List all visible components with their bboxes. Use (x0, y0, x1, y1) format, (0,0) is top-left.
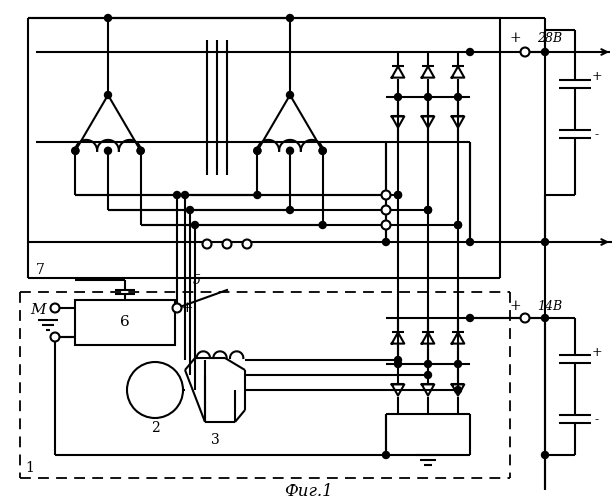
Circle shape (424, 206, 431, 214)
Circle shape (254, 148, 261, 154)
Text: -: - (595, 128, 599, 141)
Circle shape (383, 452, 389, 458)
Circle shape (127, 362, 183, 418)
Circle shape (394, 356, 402, 364)
Text: М: М (30, 303, 46, 317)
Text: Фиг.1: Фиг.1 (283, 484, 333, 500)
Circle shape (455, 386, 461, 394)
Circle shape (137, 148, 144, 154)
Text: +: + (592, 70, 602, 84)
Circle shape (222, 240, 232, 248)
Circle shape (105, 148, 111, 154)
Circle shape (521, 48, 530, 56)
Circle shape (394, 192, 402, 198)
Circle shape (174, 192, 180, 198)
Circle shape (286, 148, 293, 154)
Text: +: + (180, 301, 193, 315)
Text: 14В: 14В (537, 300, 562, 312)
Circle shape (319, 148, 326, 154)
Text: 1: 1 (25, 461, 34, 475)
Circle shape (319, 222, 326, 228)
Text: 7: 7 (36, 263, 44, 277)
Circle shape (541, 238, 548, 246)
Circle shape (182, 192, 188, 198)
Circle shape (192, 222, 198, 228)
Circle shape (105, 92, 111, 98)
Circle shape (72, 148, 79, 154)
Circle shape (455, 94, 461, 100)
Circle shape (383, 238, 389, 246)
Circle shape (424, 206, 431, 214)
Circle shape (394, 360, 402, 368)
Circle shape (381, 190, 391, 200)
Circle shape (319, 148, 326, 154)
Circle shape (541, 48, 548, 56)
Circle shape (51, 332, 60, 342)
Text: +: + (509, 299, 521, 313)
FancyBboxPatch shape (75, 300, 175, 345)
Circle shape (203, 240, 211, 248)
Text: 3: 3 (211, 433, 219, 447)
Circle shape (137, 148, 144, 154)
Circle shape (424, 94, 431, 100)
Circle shape (243, 240, 251, 248)
Circle shape (286, 206, 293, 214)
Circle shape (424, 360, 431, 368)
Text: 2: 2 (151, 421, 160, 435)
Circle shape (286, 92, 293, 98)
Circle shape (541, 452, 548, 458)
Circle shape (521, 314, 530, 322)
Text: -: - (595, 414, 599, 426)
Circle shape (394, 94, 402, 100)
Circle shape (455, 222, 461, 228)
Circle shape (72, 148, 79, 154)
Circle shape (172, 304, 182, 312)
Circle shape (286, 14, 293, 21)
Circle shape (394, 192, 402, 198)
Circle shape (51, 304, 60, 312)
Circle shape (381, 220, 391, 230)
Text: +: + (509, 31, 521, 45)
Circle shape (254, 192, 261, 198)
Circle shape (466, 238, 474, 246)
Text: 28В: 28В (537, 32, 562, 44)
Text: 5: 5 (193, 274, 201, 286)
Circle shape (466, 314, 474, 322)
Text: 6: 6 (120, 315, 130, 329)
Circle shape (187, 206, 193, 214)
Circle shape (381, 206, 391, 214)
Circle shape (466, 48, 474, 56)
Circle shape (455, 360, 461, 368)
Circle shape (541, 314, 548, 322)
Circle shape (254, 148, 261, 154)
Circle shape (105, 14, 111, 21)
Text: +: + (592, 346, 602, 358)
Circle shape (424, 372, 431, 378)
Circle shape (455, 222, 461, 228)
